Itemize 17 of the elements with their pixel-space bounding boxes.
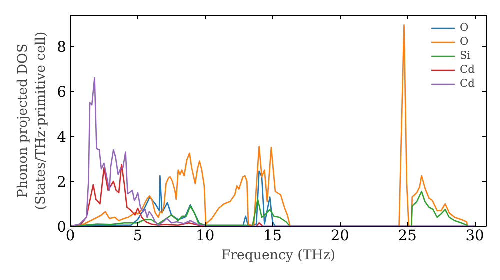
x-tick-label: 15 <box>263 228 282 244</box>
x-tick-label: 10 <box>196 228 215 244</box>
legend-label: O <box>460 35 470 48</box>
y-tick-label: 6 <box>57 84 67 102</box>
y-axis-title: Phonon projected DOS (States/THz·primitive cell) <box>16 32 50 210</box>
x-axis-title: Frequency (THz) <box>221 248 336 264</box>
legend-label: Cd <box>460 63 476 76</box>
x-tick-label: 30 <box>466 228 484 244</box>
x-tick-label: 25 <box>398 228 417 244</box>
x-tick-label: 20 <box>330 228 350 244</box>
legend-label: Cd <box>460 77 476 90</box>
y-tick-label: 4 <box>57 129 67 146</box>
y-tick-label: 8 <box>57 39 67 56</box>
y-tick-label: 2 <box>57 174 67 192</box>
legend-label: O <box>460 21 470 34</box>
x-tick-label: 5 <box>133 228 143 244</box>
legend-label: Si <box>460 49 472 62</box>
